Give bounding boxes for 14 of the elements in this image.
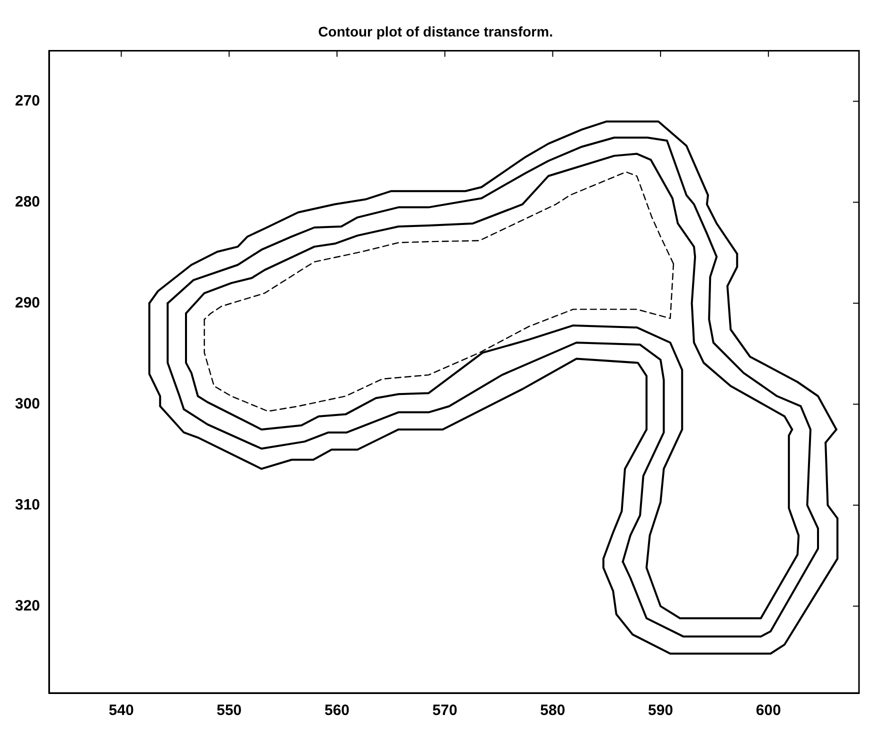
x-tick-label: 540	[108, 702, 134, 720]
y-tick-label: 280	[14, 193, 40, 210]
chart-title: Contour plot of distance transform.	[318, 23, 553, 40]
x-tick-label: 590	[648, 702, 674, 720]
x-tick-label: 580	[540, 702, 566, 720]
y-tick-label: 270	[14, 92, 40, 110]
y-tick-label: 320	[14, 597, 40, 614]
y-tick-label: 300	[14, 395, 40, 412]
x-tick-label: 600	[756, 702, 781, 720]
x-tick-label: 560	[324, 702, 350, 720]
x-tick-label: 550	[216, 702, 242, 720]
y-tick-label: 310	[14, 496, 40, 514]
x-tick-label: 570	[432, 702, 458, 720]
y-tick-label: 290	[14, 294, 40, 312]
